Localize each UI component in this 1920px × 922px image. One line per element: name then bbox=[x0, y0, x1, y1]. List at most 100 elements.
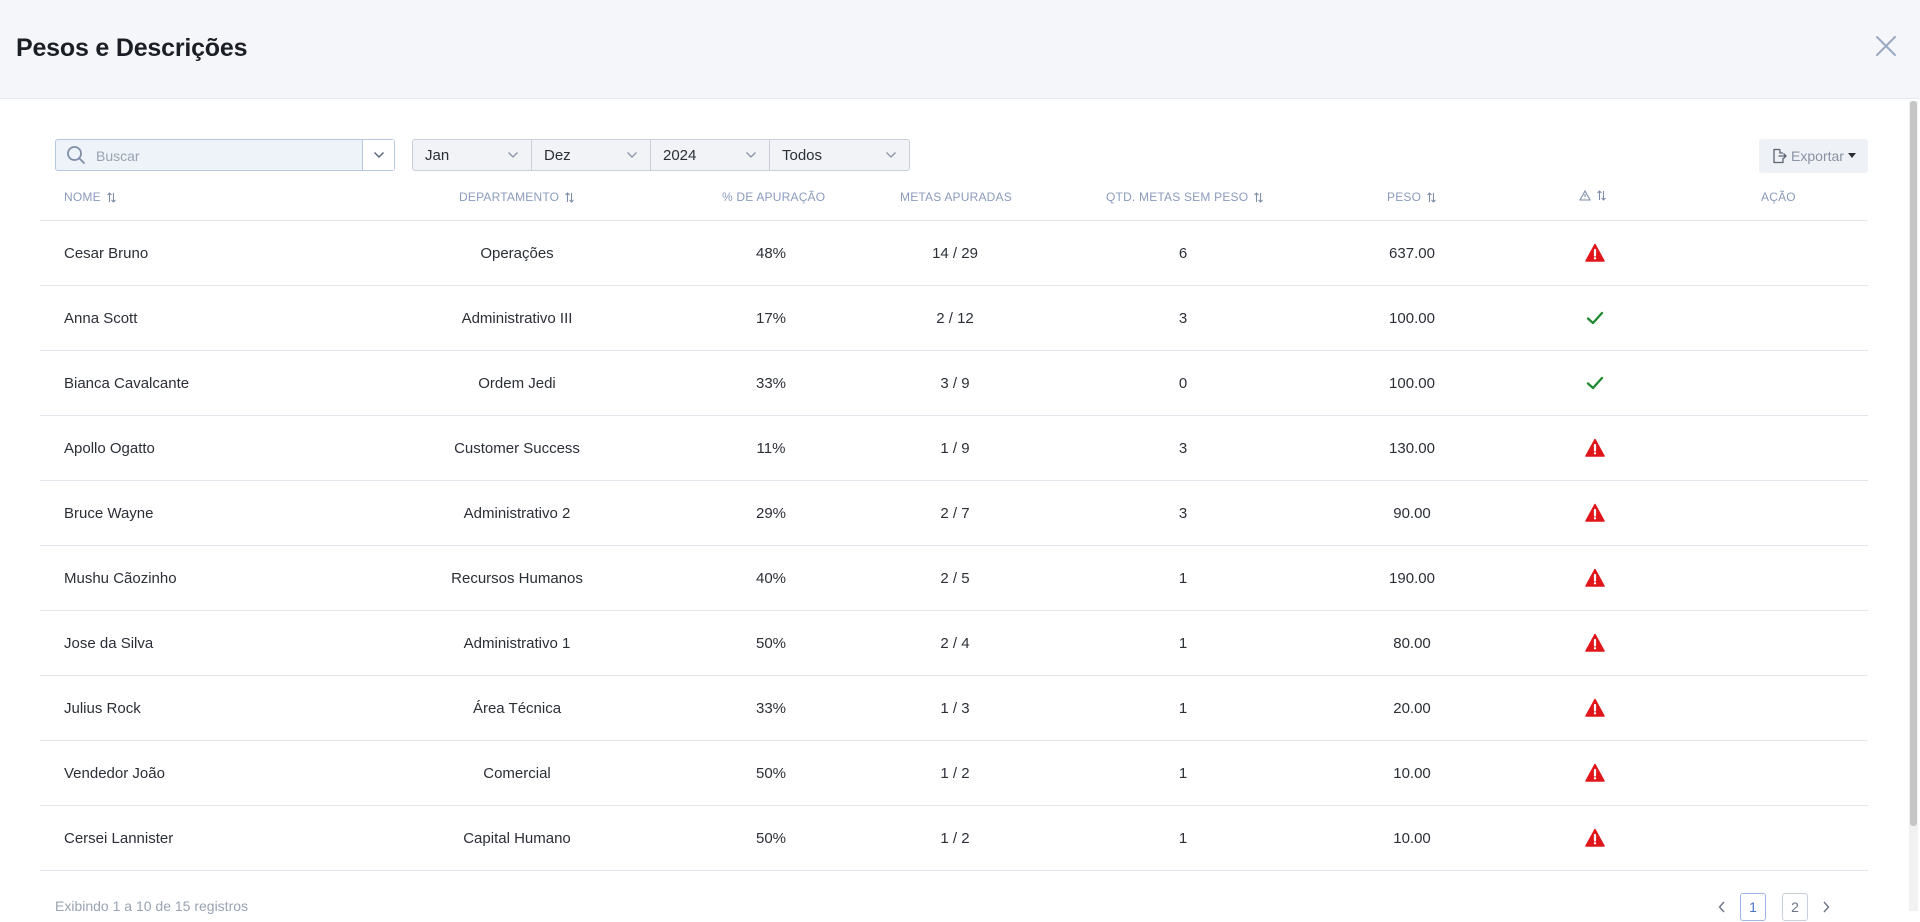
cell-qtd: 1 bbox=[1178, 830, 1188, 847]
table-row: Vendedor João Comercial 50% 1 / 2 1 10.00 bbox=[40, 741, 1868, 806]
table-row: Anna Scott Administrativo III 17% 2 / 12 3 10… bbox=[40, 286, 1868, 351]
column-header-departamento[interactable]: DEPARTAMENTO bbox=[459, 190, 575, 204]
cell-qtd: 1 bbox=[1178, 765, 1188, 782]
warning-icon bbox=[1585, 438, 1605, 458]
cell-qtd: 3 bbox=[1178, 310, 1188, 327]
next-page-button[interactable] bbox=[1816, 893, 1836, 921]
cell-peso: 10.00 bbox=[1393, 765, 1431, 782]
table-row: Jose da Silva Administrativo 1 50% 2 / 4 1 80… bbox=[40, 611, 1868, 676]
page-button-2[interactable]: 2 bbox=[1782, 893, 1808, 921]
cell-nome: Mushu Cãozinho bbox=[64, 570, 177, 587]
modal-title: Pesos e Descrições bbox=[16, 34, 248, 62]
search-box bbox=[55, 139, 395, 171]
cell-peso: 130.00 bbox=[1389, 440, 1435, 457]
page-button-1[interactable]: 1 bbox=[1740, 893, 1766, 921]
modal-header: Pesos e Descrições bbox=[0, 0, 1920, 99]
cell-nome: Bianca Cavalcante bbox=[64, 375, 190, 392]
cell-departamento: Comercial bbox=[483, 765, 551, 782]
warning-icon bbox=[1585, 243, 1605, 263]
cell-apuracao: 48% bbox=[755, 245, 787, 262]
column-label: % DE APURAÇÃO bbox=[722, 190, 826, 204]
warning-outline-icon bbox=[1579, 190, 1591, 201]
cell-nome: Vendedor João bbox=[64, 765, 165, 782]
cell-apuracao: 11% bbox=[756, 440, 786, 457]
cell-metas: 1 / 9 bbox=[940, 440, 970, 457]
column-header-status[interactable] bbox=[1579, 190, 1606, 201]
cell-departamento: Recursos Humanos bbox=[451, 570, 583, 587]
year-select[interactable]: 2024 bbox=[651, 140, 770, 170]
column-label: QTD. METAS SEM PESO bbox=[1106, 190, 1249, 204]
column-label: NOME bbox=[64, 190, 101, 204]
cell-qtd: 6 bbox=[1178, 245, 1188, 262]
table-header: NOME DEPARTAMENTO % DE APURAÇÃO METAS AP… bbox=[40, 178, 1868, 221]
cell-peso: 100.00 bbox=[1389, 310, 1435, 327]
cell-metas: 2 / 5 bbox=[940, 570, 970, 587]
records-info: Exibindo 1 a 10 de 15 registros bbox=[55, 898, 249, 914]
cell-departamento: Administrativo III bbox=[461, 310, 573, 327]
table-row: Bruce Wayne Administrativo 2 29% 2 / 7 3 90.0… bbox=[40, 481, 1868, 546]
cell-nome: Cersei Lannister bbox=[64, 830, 174, 847]
column-header-apuracao: % DE APURAÇÃO bbox=[722, 190, 825, 204]
cell-departamento: Customer Success bbox=[454, 440, 580, 457]
cell-nome: Anna Scott bbox=[64, 310, 138, 327]
cell-qtd: 0 bbox=[1178, 375, 1188, 392]
table-row: Bianca Cavalcante Ordem Jedi 33% 3 / 9 0 100.… bbox=[40, 351, 1868, 416]
cell-apuracao: 33% bbox=[755, 375, 787, 392]
warning-icon bbox=[1585, 828, 1605, 848]
column-header-peso[interactable]: PESO bbox=[1387, 190, 1437, 204]
cell-departamento: Administrativo 2 bbox=[463, 505, 571, 522]
cell-metas: 14 / 29 bbox=[932, 245, 978, 262]
check-icon bbox=[1585, 373, 1605, 393]
warning-icon bbox=[1585, 698, 1605, 718]
sort-icon bbox=[565, 191, 575, 203]
cell-peso: 190.00 bbox=[1389, 570, 1435, 587]
table-row: Apollo Ogatto Customer Success 11% 1 / 9 3 13… bbox=[40, 416, 1868, 481]
end-month-select[interactable]: Dez bbox=[532, 140, 651, 170]
scope-value: Todos bbox=[782, 146, 823, 164]
cell-qtd: 1 bbox=[1178, 700, 1188, 717]
cell-peso: 100.00 bbox=[1389, 375, 1435, 392]
cell-apuracao: 17% bbox=[755, 310, 787, 327]
sort-icon bbox=[106, 191, 116, 203]
column-header-metas: METAS APURADAS bbox=[900, 190, 1012, 204]
cell-departamento: Operações bbox=[480, 245, 554, 262]
table-row: Julius Rock Área Técnica 33% 1 / 3 1 20.00 bbox=[40, 676, 1868, 741]
check-icon bbox=[1585, 308, 1605, 328]
chevron-right-icon bbox=[1823, 901, 1830, 913]
cell-peso: 10.00 bbox=[1393, 830, 1431, 847]
table-row: Cersei Lannister Capital Humano 50% 1 / 2 1 1… bbox=[40, 806, 1868, 871]
warning-icon bbox=[1585, 568, 1605, 588]
prev-page-button[interactable] bbox=[1712, 893, 1732, 921]
search-dropdown-button[interactable] bbox=[362, 140, 394, 170]
cell-metas: 3 / 9 bbox=[940, 375, 970, 392]
cell-metas: 1 / 2 bbox=[940, 765, 970, 782]
scope-select[interactable]: Todos bbox=[770, 140, 909, 170]
cell-peso: 80.00 bbox=[1393, 635, 1431, 652]
chevron-down-icon bbox=[508, 152, 518, 158]
cell-apuracao: 29% bbox=[755, 505, 787, 522]
export-label: Exportar bbox=[1791, 148, 1844, 164]
cell-apuracao: 50% bbox=[755, 635, 787, 652]
chevron-left-icon bbox=[1718, 901, 1725, 913]
search-icon bbox=[56, 140, 96, 170]
chevron-down-icon bbox=[373, 152, 384, 158]
cell-metas: 2 / 7 bbox=[940, 505, 970, 522]
scrollbar[interactable] bbox=[1909, 101, 1918, 911]
table-row: Mushu Cãozinho Recursos Humanos 40% 2 / 5 1 1… bbox=[40, 546, 1868, 611]
search-input[interactable] bbox=[96, 140, 362, 170]
year-value: 2024 bbox=[663, 146, 697, 164]
sort-icon bbox=[1254, 191, 1264, 203]
export-button[interactable]: Exportar bbox=[1759, 139, 1868, 173]
close-button[interactable] bbox=[1874, 34, 1898, 58]
scrollbar-thumb[interactable] bbox=[1910, 101, 1917, 826]
cell-peso: 20.00 bbox=[1393, 700, 1431, 717]
pagination: 1 2 bbox=[1712, 892, 1836, 922]
start-month-select[interactable]: Jan bbox=[413, 140, 532, 170]
table-row: Cesar Bruno Operações 48% 14 / 29 6 637.00 bbox=[40, 221, 1868, 286]
end-month-value: Dez bbox=[544, 146, 571, 164]
cell-metas: 1 / 3 bbox=[940, 700, 970, 717]
column-header-qtd[interactable]: QTD. METAS SEM PESO bbox=[1106, 190, 1264, 204]
column-header-nome[interactable]: NOME bbox=[64, 190, 116, 204]
cell-nome: Cesar Bruno bbox=[64, 245, 149, 262]
